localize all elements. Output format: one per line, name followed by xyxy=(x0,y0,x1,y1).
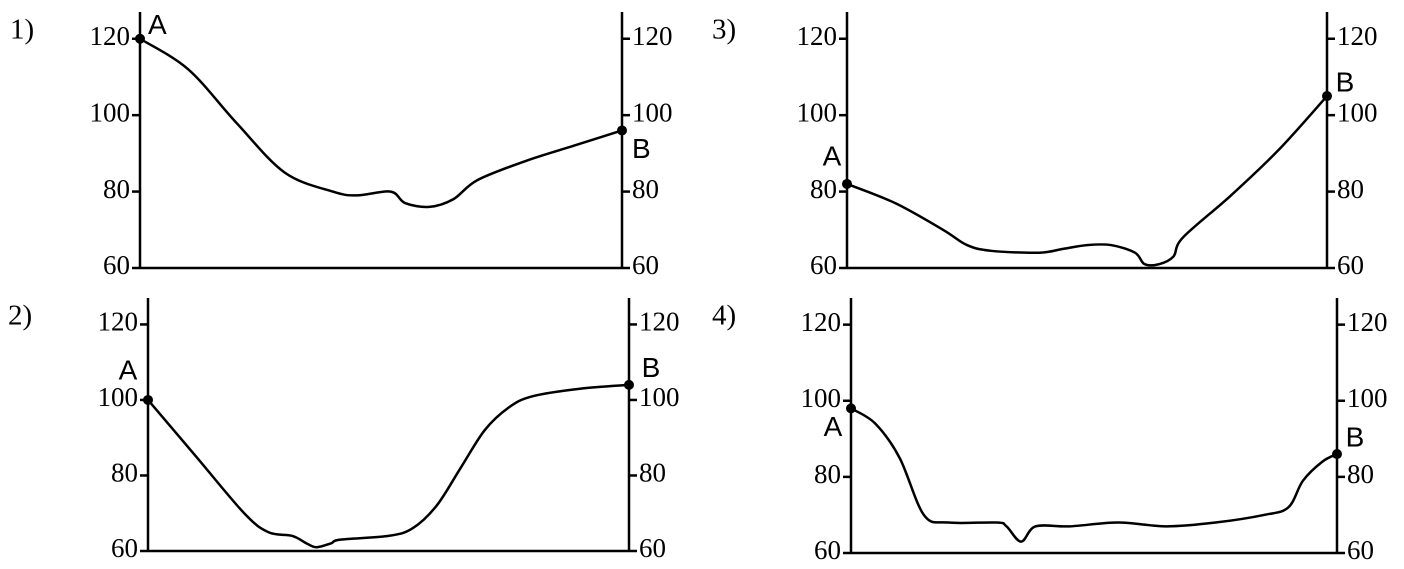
point-label: A xyxy=(824,411,843,442)
y2-tick-label: 100 xyxy=(1337,97,1378,127)
endpoint xyxy=(617,125,627,136)
endpoint xyxy=(842,178,852,189)
y2-tick-label: 60 xyxy=(1347,535,1374,565)
y-tick-label: 100 xyxy=(90,97,131,127)
point-label: B xyxy=(642,352,661,383)
y-tick-label: 80 xyxy=(814,459,841,489)
y-tick-label: 120 xyxy=(801,307,842,337)
y2-tick-label: 60 xyxy=(1337,250,1364,280)
y2-tick-label: 120 xyxy=(639,307,680,337)
endpoint xyxy=(1322,91,1332,102)
y-tick-label: 80 xyxy=(810,174,837,204)
point-label: B xyxy=(1346,421,1365,452)
y-tick-label: 80 xyxy=(111,458,138,488)
point-label: A xyxy=(148,9,167,40)
point-label: B xyxy=(1336,66,1355,97)
y2-tick-label: 120 xyxy=(1337,21,1378,51)
y-tick-label: 60 xyxy=(814,535,841,565)
y-tick-label: 60 xyxy=(111,533,138,563)
panel-label: 1) xyxy=(10,14,34,46)
y2-tick-label: 80 xyxy=(1347,459,1374,489)
y2-tick-label: 120 xyxy=(1347,307,1388,337)
y2-tick-label: 120 xyxy=(632,21,673,51)
endpoint xyxy=(624,379,634,390)
y2-tick-label: 80 xyxy=(632,174,659,204)
profile-line xyxy=(139,37,623,209)
panel-label: 2) xyxy=(8,300,32,332)
profile-line xyxy=(850,407,1338,543)
y2-tick-label: 60 xyxy=(639,533,666,563)
endpoint xyxy=(846,403,856,414)
point-label: B xyxy=(632,133,651,164)
endpoint xyxy=(135,33,145,44)
endpoint xyxy=(143,394,153,405)
y2-tick-label: 80 xyxy=(1337,174,1364,204)
y-tick-label: 80 xyxy=(103,174,130,204)
panel-label: 3) xyxy=(712,14,736,46)
y2-tick-label: 100 xyxy=(639,382,680,412)
y-tick-label: 100 xyxy=(797,97,838,127)
y2-tick-label: 60 xyxy=(632,250,659,280)
y-tick-label: 100 xyxy=(801,383,842,413)
y-tick-label: 120 xyxy=(797,21,838,51)
point-label: A xyxy=(823,140,842,171)
y-tick-label: 100 xyxy=(98,382,139,412)
y-tick-label: 120 xyxy=(90,21,131,51)
y-tick-label: 60 xyxy=(810,250,837,280)
profile-line xyxy=(846,95,1328,267)
panel-label: 4) xyxy=(712,300,736,332)
y2-tick-label: 80 xyxy=(639,458,666,488)
y-tick-label: 60 xyxy=(103,250,130,280)
endpoint xyxy=(1332,449,1342,460)
profile-line xyxy=(147,383,630,549)
y2-tick-label: 100 xyxy=(632,97,673,127)
y-tick-label: 120 xyxy=(98,307,139,337)
y2-tick-label: 100 xyxy=(1347,383,1388,413)
point-label: A xyxy=(119,354,138,385)
